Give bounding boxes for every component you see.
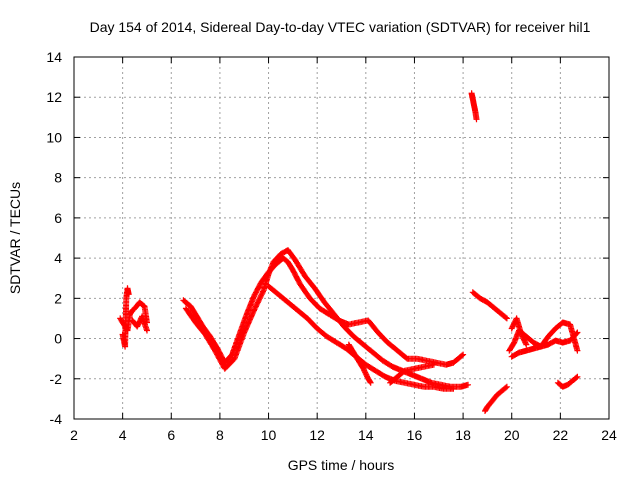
y-axis-label: SDTVAR / TECUs (7, 182, 23, 294)
series-markers (119, 285, 132, 350)
y-tick-label: 4 (54, 250, 62, 266)
x-tick-label: 14 (358, 427, 374, 443)
x-tick-label: 16 (407, 427, 423, 443)
series-markers (468, 90, 480, 123)
series-trace-13 (508, 319, 581, 360)
series-markers (182, 247, 471, 390)
y-tick-label: 8 (54, 170, 62, 186)
chart-title: Day 154 of 2014, Sidereal Day-to-day VTE… (90, 19, 591, 35)
y-tick-label: -2 (50, 371, 63, 387)
y-tick-label: -4 (50, 411, 63, 427)
series-markers (129, 313, 150, 334)
y-tick-label: 6 (54, 210, 62, 226)
series-trace-9 (468, 90, 480, 123)
series-trace-3 (129, 313, 150, 334)
series-markers (180, 255, 467, 368)
series-trace-2 (119, 285, 132, 350)
x-tick-label: 2 (70, 427, 78, 443)
series-trace-5 (182, 247, 471, 390)
x-tick-label: 24 (601, 427, 617, 443)
series-markers (265, 283, 457, 392)
series-trace-7 (345, 341, 374, 386)
series-trace-10 (469, 289, 510, 322)
y-tick-label: 10 (46, 129, 62, 145)
series-markers (508, 319, 581, 360)
x-tick-label: 10 (261, 427, 277, 443)
series-markers (508, 315, 530, 348)
x-tick-label: 6 (167, 427, 175, 443)
plot-frame (73, 56, 610, 420)
data-series (117, 90, 581, 414)
x-axis-label: GPS time / hours (288, 457, 395, 473)
series-trace-15 (554, 373, 581, 390)
series-trace-6 (265, 283, 457, 392)
series-markers (387, 361, 437, 386)
series-markers (469, 289, 510, 322)
x-tick-label: 18 (455, 427, 471, 443)
series-trace-8 (387, 361, 437, 386)
x-tick-label: 8 (216, 427, 224, 443)
series-markers (345, 341, 374, 386)
series-markers (482, 383, 510, 414)
y-tick-label: 2 (54, 290, 62, 306)
x-tick-label: 4 (119, 427, 127, 443)
x-tick-label: 22 (553, 427, 569, 443)
series-trace-14 (508, 315, 530, 348)
y-tick-label: 12 (46, 89, 62, 105)
grid (74, 57, 609, 419)
x-tick-label: 12 (309, 427, 325, 443)
y-tick-label: 14 (46, 49, 62, 65)
x-tick-label: 20 (504, 427, 520, 443)
series-trace-4 (180, 255, 467, 368)
y-tick-label: 0 (54, 331, 62, 347)
series-markers (554, 373, 581, 390)
series-trace-11 (482, 383, 510, 414)
